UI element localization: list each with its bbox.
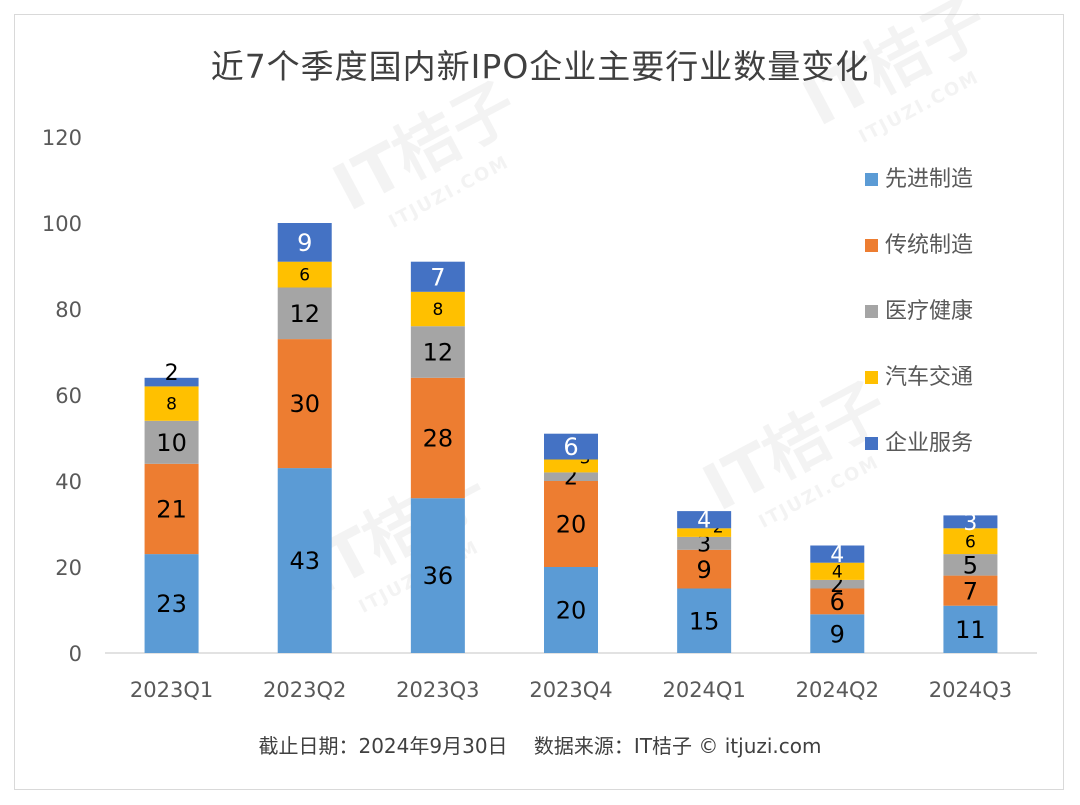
- data-label: 12: [289, 300, 320, 328]
- bar-segment: [810, 545, 865, 563]
- bar-segment: [544, 567, 598, 653]
- bar-segment: [544, 459, 598, 473]
- legend-label: 企业服务: [885, 431, 973, 456]
- bar-segment: [677, 549, 732, 589]
- y-tick-label: 60: [55, 384, 82, 408]
- bar-segment: [277, 287, 332, 340]
- data-label: 28: [423, 425, 454, 453]
- y-tick-label: 80: [55, 298, 82, 322]
- data-label: 9: [830, 620, 845, 648]
- legend-swatch: [865, 371, 878, 384]
- data-label: 15: [689, 607, 720, 635]
- data-label: 3: [697, 532, 711, 557]
- data-label: 20: [556, 511, 587, 539]
- data-label: 10: [156, 429, 187, 457]
- bar-segment: [810, 614, 865, 653]
- data-label: 8: [166, 395, 177, 415]
- bar-segment: [410, 261, 465, 292]
- bar-segment: [144, 554, 199, 653]
- bar-segment: [943, 575, 998, 606]
- bar-segment: [943, 528, 998, 555]
- data-label: 9: [297, 229, 312, 257]
- data-label: 21: [156, 496, 187, 524]
- data-label: 3: [963, 511, 977, 536]
- legend-swatch: [865, 437, 878, 450]
- legend-swatch: [865, 173, 878, 186]
- bar-segment: [144, 386, 199, 421]
- data-label: 7: [963, 577, 978, 605]
- bar-segment: [410, 498, 465, 653]
- data-label: 43: [289, 547, 320, 575]
- y-tick-label: 120: [42, 126, 82, 150]
- data-label: 4: [830, 543, 844, 568]
- data-label: 30: [289, 390, 320, 418]
- data-label: 6: [965, 532, 976, 552]
- data-label: 9: [697, 556, 712, 584]
- legend-label: 传统制造: [885, 233, 973, 258]
- bar-segment: [677, 528, 732, 537]
- data-label: 4: [697, 509, 711, 534]
- legend-label: 汽车交通: [885, 365, 973, 390]
- data-label: 5: [963, 551, 978, 579]
- bar-segment: [810, 562, 865, 580]
- bar-segment: [410, 291, 465, 327]
- bar-segment: [544, 472, 598, 481]
- data-label: 11: [955, 616, 986, 644]
- y-tick-label: 20: [55, 556, 82, 580]
- data-label: 36: [423, 562, 454, 590]
- bar-segment: [943, 515, 998, 529]
- data-label: 4: [832, 562, 843, 582]
- bar-segment: [943, 605, 998, 653]
- data-label: 2: [165, 361, 179, 386]
- bar-segment: [544, 433, 598, 460]
- chart-footer: 截止日期：2024年9月30日 数据来源：IT桔子 © itjuzi.com: [0, 730, 1080, 759]
- x-tick-label: 2024Q1: [662, 678, 745, 702]
- data-label: 20: [556, 597, 587, 625]
- legend-swatch: [865, 305, 878, 318]
- x-tick-label: 2024Q2: [796, 678, 879, 702]
- y-tick-label: 100: [42, 212, 82, 236]
- bar-segment: [277, 468, 332, 653]
- data-label: 23: [156, 590, 187, 618]
- legend-swatch: [865, 239, 878, 252]
- cutoff-date: 截止日期：2024年9月30日: [258, 734, 508, 758]
- bar-segment: [144, 420, 199, 464]
- bar-segment: [277, 223, 332, 262]
- bar-segment: [677, 511, 732, 529]
- data-label: 6: [830, 588, 845, 616]
- x-tick-label: 2023Q2: [263, 678, 346, 702]
- data-label: 7: [430, 263, 445, 291]
- data-label: 6: [299, 266, 310, 286]
- x-tick-label: 2023Q3: [396, 678, 479, 702]
- data-label: 12: [423, 339, 454, 367]
- x-tick-label: 2023Q1: [130, 678, 213, 702]
- bar-segment: [677, 588, 732, 653]
- legend-label: 先进制造: [885, 167, 973, 192]
- x-tick-label: 2024Q3: [929, 678, 1012, 702]
- bar-segment: [677, 536, 732, 550]
- bar-segment: [277, 261, 332, 288]
- data-source: 数据来源：IT桔子 © itjuzi.com: [533, 734, 822, 758]
- bar-segment: [410, 326, 465, 378]
- bar-segment: [544, 481, 598, 567]
- bar-segment: [943, 554, 998, 576]
- y-tick-label: 40: [55, 470, 82, 494]
- bar-segment: [810, 588, 865, 615]
- y-tick-label: 0: [69, 642, 82, 666]
- bar-segment: [810, 579, 865, 589]
- chart-title: 近7个季度国内新IPO企业主要行业数量变化: [210, 47, 870, 86]
- bar-segment: [144, 463, 199, 555]
- data-label: 8: [432, 300, 443, 320]
- bar-segment: [144, 377, 199, 387]
- x-tick-label: 2023Q4: [529, 678, 612, 702]
- legend-label: 医疗健康: [885, 299, 973, 324]
- bar-segment: [410, 377, 465, 499]
- bar-segment: [277, 339, 332, 469]
- data-label: 6: [563, 433, 578, 461]
